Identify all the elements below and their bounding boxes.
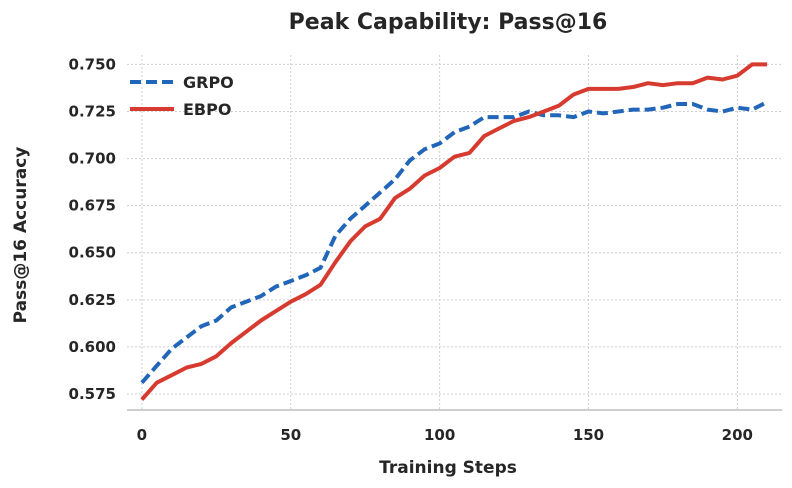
y-tick-label: 0.625 — [69, 291, 116, 309]
x-ticks: 0 50 100 150 200 — [137, 426, 753, 444]
x-tick-label: 0 — [137, 426, 147, 444]
x-tick-label: 100 — [424, 426, 455, 444]
y-tick-label: 0.575 — [69, 385, 116, 403]
legend: GRPO EBPO — [130, 73, 234, 119]
series-group — [140, 62, 768, 401]
x-tick-label: 150 — [573, 426, 604, 444]
x-axis-label: Training Steps — [379, 458, 517, 478]
y-axis-label: Pass@16 Accuracy — [11, 147, 31, 324]
y-tick-label: 0.675 — [69, 197, 116, 215]
series-line-grpo — [140, 100, 768, 385]
y-ticks: 0.575 0.600 0.625 0.650 0.675 0.700 0.725 0.750 — [69, 55, 116, 403]
legend-label-grpo: GRPO — [183, 73, 234, 92]
y-tick-label: 0.650 — [69, 244, 116, 262]
y-tick-label: 0.750 — [69, 55, 116, 73]
chart-title: Peak Capability: Pass@16 — [289, 10, 608, 35]
y-tick-label: 0.700 — [69, 150, 116, 168]
grid — [127, 55, 782, 410]
series-line-ebpo — [140, 62, 768, 401]
y-tick-label: 0.600 — [69, 338, 116, 356]
x-tick-label: 200 — [722, 426, 753, 444]
x-tick-label: 50 — [280, 426, 301, 444]
legend-label-ebpo: EBPO — [183, 100, 231, 119]
y-tick-label: 0.725 — [69, 102, 116, 120]
